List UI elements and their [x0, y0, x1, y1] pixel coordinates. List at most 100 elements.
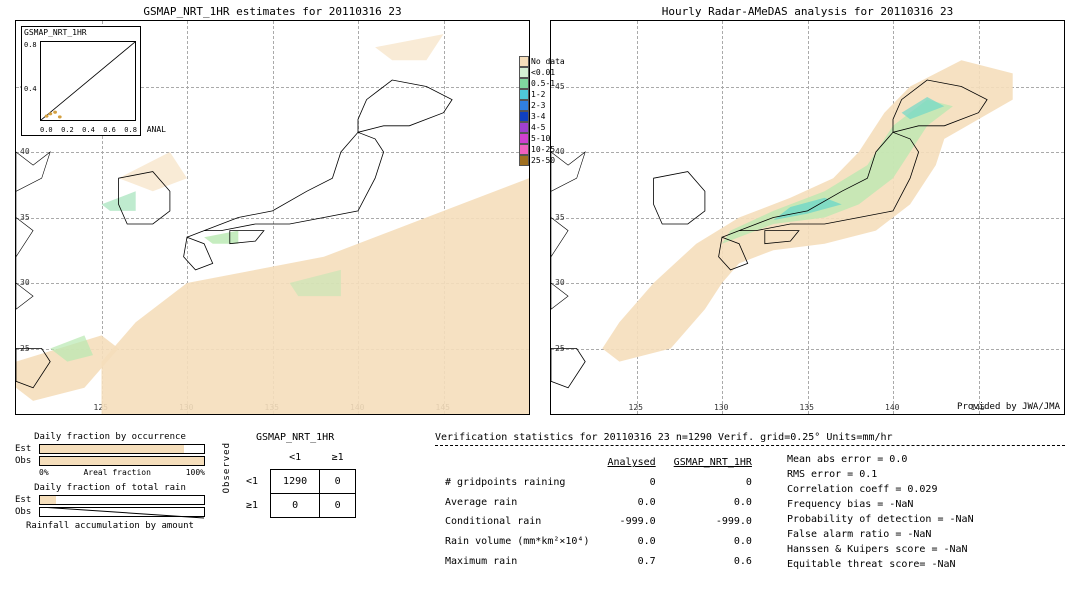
inset-ytick-mid: 0.4 — [24, 85, 37, 93]
axis-100: 100% — [186, 468, 205, 477]
inset-axis-label: ANAL — [147, 125, 166, 134]
radar-panel: Hourly Radar-AMeDAS analysis for 2011031… — [550, 5, 1065, 425]
metric-line: Probability of detection = -NaN — [787, 512, 974, 527]
inset-ytick-top: 0.8 — [24, 41, 37, 49]
occ-obs-row: Obs — [15, 456, 205, 466]
rain-est-track — [39, 495, 205, 505]
legend-label: No data — [531, 57, 565, 66]
legend-label: 3-4 — [531, 112, 545, 121]
map-row: GSMAP_NRT_1HR estimates for 20110316 23 … — [0, 0, 1080, 430]
ct-col-hdr: ≥1 — [320, 446, 356, 470]
gsmap-title: GSMAP_NRT_1HR estimates for 20110316 23 — [15, 5, 530, 18]
legend-item: No data — [519, 56, 574, 67]
stats-row-label: # gridpoints raining — [437, 474, 598, 492]
stats-col-hdr: GSMAP_NRT_1HR — [666, 454, 760, 472]
rain-est-fill — [40, 496, 56, 504]
ct-cell: 0 — [271, 494, 320, 518]
stats-val: 0 — [600, 474, 664, 492]
stats-row-label: Rain volume (mm*km²×10⁴) — [437, 533, 598, 551]
gsmap-panel: GSMAP_NRT_1HR estimates for 20110316 23 … — [15, 5, 530, 425]
legend-swatch — [519, 100, 529, 111]
radar-title: Hourly Radar-AMeDAS analysis for 2011031… — [550, 5, 1065, 18]
legend-swatch — [519, 89, 529, 100]
obs-label-2: Obs — [15, 507, 39, 517]
legend-item: 0.5-1 — [519, 78, 574, 89]
contingency-table: <1≥1<112900≥100 — [234, 446, 356, 518]
metric-line: Frequency bias = -NaN — [787, 497, 974, 512]
legend-item: 10-25 — [519, 144, 574, 155]
est-label-2: Est — [15, 495, 39, 505]
legend-label: <0.01 — [531, 68, 555, 77]
ct-row-hdr: ≥1 — [234, 494, 271, 518]
ct-cell: 1290 — [271, 470, 320, 494]
inset-diagonal-icon — [41, 42, 135, 120]
legend-label: 25-50 — [531, 156, 555, 165]
stats-row-label: Conditional rain — [437, 513, 598, 531]
metric-line: Correlation coeff = 0.029 — [787, 482, 974, 497]
occ-est-fill — [40, 445, 184, 453]
stats-col-hdr: Analysed — [600, 454, 664, 472]
legend-swatch — [519, 122, 529, 133]
ct-cell: 0 — [320, 494, 356, 518]
axis-0: 0% — [39, 468, 49, 477]
stats-row-label: Average rain — [437, 493, 598, 511]
accum-line-icon — [40, 507, 204, 519]
legend-label: 10-25 — [531, 145, 555, 154]
obs-label: Obs — [15, 456, 39, 466]
legend-item: 5-10 — [519, 133, 574, 144]
stats-val: 0.0 — [600, 533, 664, 551]
inset-label: GSMAP_NRT_1HR — [22, 27, 140, 38]
legend-swatch — [519, 133, 529, 144]
inset-plot — [40, 41, 136, 121]
stats-val: 0.6 — [666, 552, 760, 570]
stats-val: -999.0 — [666, 513, 760, 531]
stats-row: Daily fraction by occurrence Est Obs 0% … — [0, 430, 1080, 574]
color-legend: No data <0.01 0.5-11-22-3 3-4 4-55-1010-25 25… — [519, 56, 574, 166]
ct-row-hdr: <1 — [234, 470, 271, 494]
divider — [435, 445, 1065, 446]
metric-line: Hanssen & Kuipers score = -NaN — [787, 542, 974, 557]
axis-mid: Areal fraction — [83, 468, 150, 477]
occ-est-row: Est — [15, 444, 205, 454]
stats-val: 0.0 — [666, 533, 760, 551]
stats-val: -999.0 — [600, 513, 664, 531]
stats-val: 0.0 — [666, 493, 760, 511]
legend-item: 25-50 — [519, 155, 574, 166]
verification-col: Verification statistics for 20110316 23 … — [435, 432, 1065, 572]
legend-label: 4-5 — [531, 123, 545, 132]
legend-item: 4-5 — [519, 122, 574, 133]
rain-obs-row: Obs — [15, 507, 205, 517]
inset-xtick: 0.0 0.2 0.4 0.6 0.8 — [40, 126, 137, 134]
metric-line: False alarm ratio = -NaN — [787, 527, 974, 542]
metric-line: Equitable threat score= -NaN — [787, 557, 974, 572]
stats-val: 0.0 — [600, 493, 664, 511]
occ-obs-fill — [40, 457, 204, 465]
legend-label: 0.5-1 — [531, 79, 555, 88]
legend-label: 2-3 — [531, 101, 545, 110]
stats-row-label: Maximum rain — [437, 552, 598, 570]
rain-est-row: Est — [15, 495, 205, 505]
occ-obs-track — [39, 456, 205, 466]
observed-side-label: Observed — [220, 432, 234, 503]
stats-val: 0 — [666, 474, 760, 492]
metric-line: RMS error = 0.1 — [787, 467, 974, 482]
legend-swatch — [519, 67, 529, 78]
metric-line: Mean abs error = 0.0 — [787, 452, 974, 467]
radar-map: Provided by JWA/JMA 12513013514014525303… — [550, 20, 1065, 415]
stats-columns: AnalysedGSMAP_NRT_1HR # gridpoints rainin… — [435, 452, 1065, 572]
rain-title: Daily fraction of total rain — [15, 483, 205, 493]
legend-swatch — [519, 111, 529, 122]
legend-swatch — [519, 144, 529, 155]
gsmap-map: GSMAP_NRT_1HR 0.0 0.2 0.4 0.6 0.8 ANAL 0… — [15, 20, 530, 415]
accum-title: Rainfall accumulation by amount — [15, 521, 205, 531]
contingency-col: Observed GSMAP_NRT_1HR <1≥1<112900≥100 — [220, 432, 420, 572]
stats-table: AnalysedGSMAP_NRT_1HR # gridpoints rainin… — [435, 452, 762, 572]
legend-item: 1-2 — [519, 89, 574, 100]
legend-item: <0.01 — [519, 67, 574, 78]
ct-col-hdr: <1 — [271, 446, 320, 470]
est-label: Est — [15, 444, 39, 454]
legend-swatch — [519, 155, 529, 166]
scatter-inset: GSMAP_NRT_1HR 0.0 0.2 0.4 0.6 0.8 ANAL 0… — [21, 26, 141, 136]
legend-swatch — [519, 78, 529, 89]
legend-item: 2-3 — [519, 100, 574, 111]
